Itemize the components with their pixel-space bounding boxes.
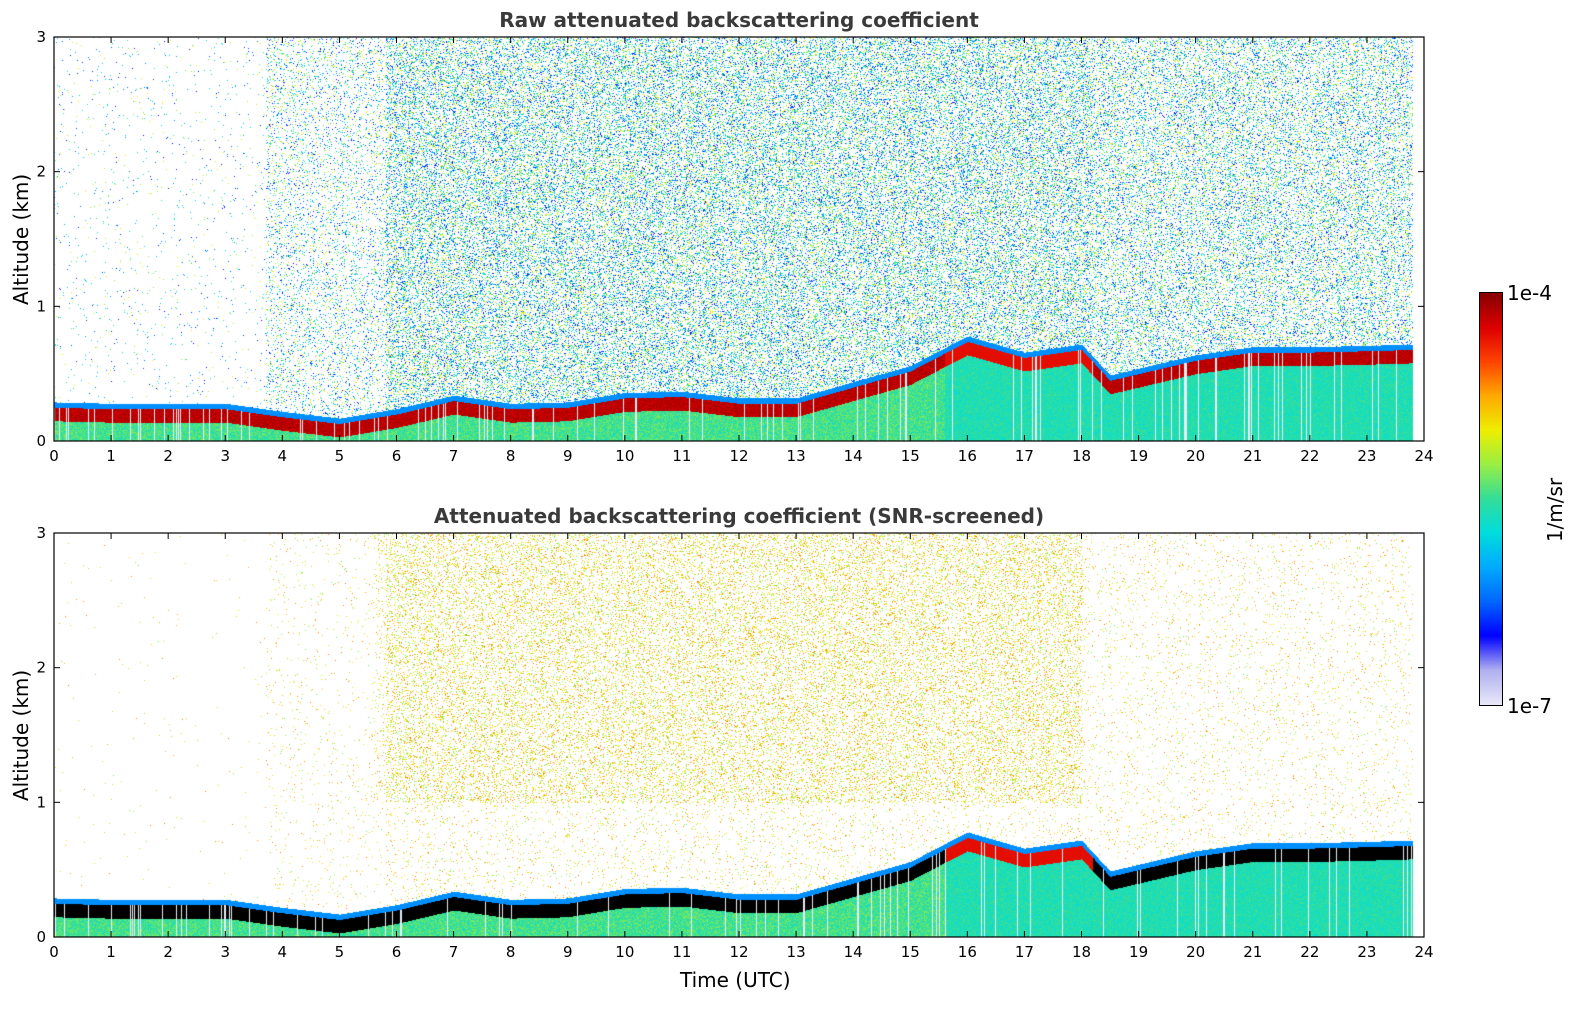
x-tick-label: 14	[844, 943, 863, 961]
panel2-frame	[53, 532, 1425, 938]
x-tick-label: 19	[1129, 943, 1148, 961]
x-tick-label: 7	[449, 447, 459, 465]
x-tick-label: 24	[1414, 943, 1433, 961]
x-tick-label: 1	[106, 447, 116, 465]
x-tick-label: 2	[163, 943, 173, 961]
panel2-title: Attenuated backscattering coefficient (S…	[433, 504, 1045, 528]
x-tick-label: 12	[729, 943, 748, 961]
y-tick-label: 0	[36, 928, 46, 946]
x-tick-label: 16	[958, 943, 977, 961]
x-tick-label: 22	[1300, 943, 1319, 961]
x-tick-label: 23	[1357, 447, 1376, 465]
x-tick-label: 20	[1186, 447, 1205, 465]
x-tick-label: 7	[449, 943, 459, 961]
x-tick-label: 10	[615, 943, 634, 961]
x-tick-label: 9	[563, 447, 573, 465]
x-tick-label: 14	[844, 447, 863, 465]
x-tick-label: 5	[335, 943, 345, 961]
x-tick-label: 6	[392, 447, 402, 465]
y-tick-label: 2	[36, 163, 46, 181]
x-tick-label: 13	[787, 447, 806, 465]
x-tick-label: 13	[787, 943, 806, 961]
x-tick-label: 18	[1072, 447, 1091, 465]
y-tick-label: 1	[36, 297, 46, 315]
panel2-heatmap	[54, 533, 1424, 937]
x-tick-label: 3	[220, 943, 230, 961]
x-tick-label: 0	[49, 943, 59, 961]
x-tick-label: 16	[958, 447, 977, 465]
x-tick-label: 17	[1015, 943, 1034, 961]
x-tick-label: 20	[1186, 943, 1205, 961]
y-tick-label: 3	[36, 524, 46, 542]
x-tick-label: 17	[1015, 447, 1034, 465]
panel2-xlabel: Time (UTC)	[680, 968, 791, 992]
x-tick-label: 1	[106, 943, 116, 961]
x-tick-label: 5	[335, 447, 345, 465]
y-tick-label: 3	[36, 28, 46, 46]
x-tick-label: 21	[1243, 943, 1262, 961]
x-tick-label: 6	[392, 943, 402, 961]
x-tick-label: 3	[220, 447, 230, 465]
x-tick-label: 15	[901, 943, 920, 961]
y-tick-label: 0	[36, 432, 46, 450]
panel1-title: Raw attenuated backscattering coefficien…	[499, 8, 979, 32]
x-tick-label: 8	[506, 943, 516, 961]
x-tick-label: 8	[506, 447, 516, 465]
colorbar-min-label: 1e-7	[1507, 694, 1552, 718]
x-tick-label: 10	[615, 447, 634, 465]
x-tick-label: 24	[1414, 447, 1433, 465]
panel1-heatmap	[54, 37, 1424, 441]
y-tick-label: 1	[36, 793, 46, 811]
x-tick-label: 12	[729, 447, 748, 465]
colorbar-unit-label: 1/m/sr	[1543, 477, 1567, 543]
x-tick-label: 11	[672, 447, 691, 465]
x-tick-label: 9	[563, 943, 573, 961]
x-tick-label: 4	[278, 447, 288, 465]
panel1-axes: 0 1 2 3 4 5 6 7 8 9 10 11 12 13 14 15 16 17 18 19 20 21 22 23 24…	[36, 28, 1433, 465]
colorbar-max-label: 1e-4	[1507, 281, 1552, 305]
x-tick-label: 22	[1300, 447, 1319, 465]
x-tick-label: 2	[163, 447, 173, 465]
colorbar	[1479, 292, 1503, 706]
x-tick-label: 19	[1129, 447, 1148, 465]
y-tick-label: 2	[36, 659, 46, 677]
x-tick-label: 23	[1357, 943, 1376, 961]
x-tick-label: 0	[49, 447, 59, 465]
x-tick-label: 4	[278, 943, 288, 961]
x-tick-label: 15	[901, 447, 920, 465]
x-tick-label: 18	[1072, 943, 1091, 961]
panel2-ylabel: Altitude (km)	[9, 669, 33, 801]
x-tick-label: 11	[672, 943, 691, 961]
x-tick-label: 21	[1243, 447, 1262, 465]
